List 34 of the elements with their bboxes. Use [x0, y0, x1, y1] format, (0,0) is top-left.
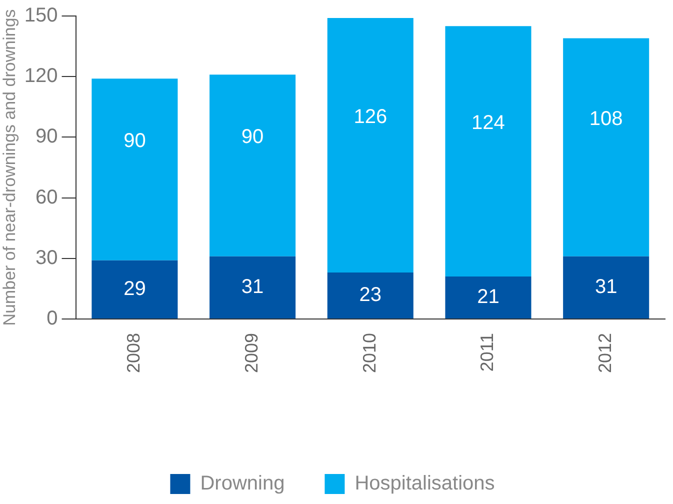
bar [445, 26, 532, 277]
data-label: 90 [241, 126, 264, 148]
x-tick-label: 2009 [242, 332, 262, 374]
y-tick-label: 30 [36, 246, 58, 269]
y-tick-label: 0 [46, 307, 58, 330]
data-label: 90 [124, 130, 146, 152]
y-tick-label: 120 [24, 65, 58, 88]
data-label: 21 [477, 286, 500, 308]
data-label: 31 [241, 276, 264, 298]
data-label: 29 [124, 278, 146, 300]
bar [563, 38, 650, 256]
data-label: 31 [594, 276, 618, 298]
x-tick-label: 2011 [477, 332, 498, 372]
bar [210, 74, 296, 256]
bar [92, 78, 178, 260]
bar [445, 276, 532, 318]
y-tick-label: 60 [36, 186, 58, 208]
bar [327, 18, 414, 273]
legend-label: Hospitalisations [354, 472, 495, 495]
data-label: 108 [589, 108, 623, 130]
data-label: 23 [359, 284, 382, 306]
x-tick-label: 2010 [359, 332, 380, 374]
data-label: 126 [354, 106, 388, 128]
y-tick-label: 90 [36, 126, 58, 148]
bar [92, 260, 178, 318]
bar [210, 256, 296, 318]
bar [327, 272, 414, 318]
data-label: 124 [472, 112, 505, 134]
x-tick-label: 2008 [124, 332, 144, 374]
y-tick-label: 150 [24, 4, 58, 27]
legend-label: Drowning [200, 472, 285, 495]
y-axis-title: Number of near-drownings and drownings [0, 9, 19, 326]
x-tick-label: 2012 [595, 332, 616, 374]
bar [563, 256, 650, 318]
